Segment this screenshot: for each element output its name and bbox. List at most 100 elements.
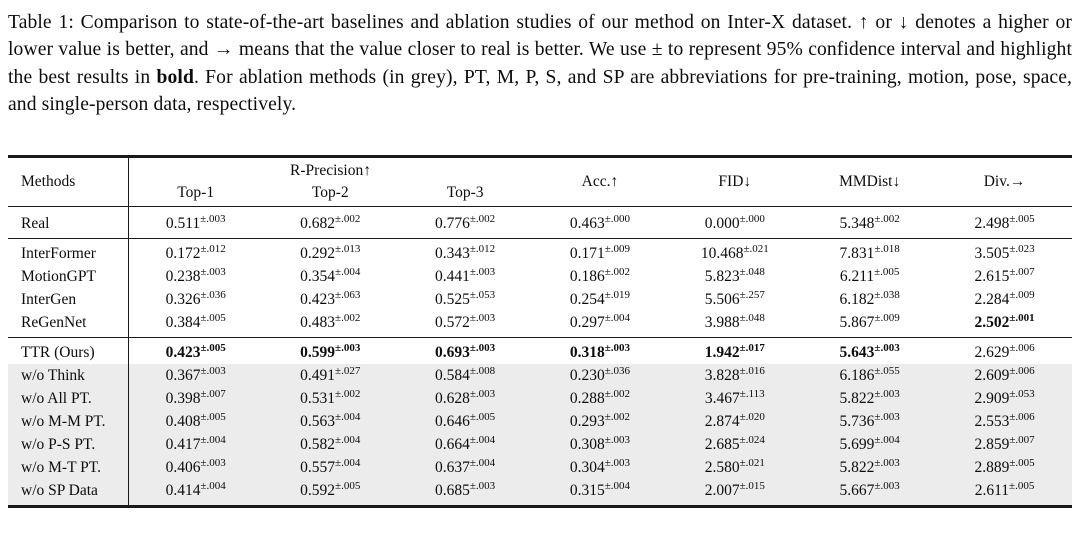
metric-cell: 0.491±.027 <box>300 365 361 385</box>
results-table: Methods R-Precision↑ Acc.↑ FID↓ MMDist↓ … <box>8 155 1072 509</box>
metric-cell: 0.423±.063 <box>300 289 361 309</box>
confidence-interval: ±.002 <box>335 312 361 325</box>
caption-text-before-bold: Table 1: Comparison to state-of-the-art … <box>8 12 1072 88</box>
table-row-regennet: ReGenNet 0.384±.005 0.483±.002 0.572±.003 0.… <box>8 311 1072 338</box>
method-name: Real <box>21 215 50 233</box>
metric-cell: 0.463±.000 <box>569 213 631 233</box>
method-name: TTR (Ours) <box>8 337 128 365</box>
confidence-interval: ±.002 <box>335 213 361 226</box>
metric-cell: 0.343±.012 <box>397 238 533 266</box>
confidence-interval: ±.036 <box>604 365 631 378</box>
confidence-interval: ±.004 <box>604 312 631 325</box>
confidence-interval: ±.002 <box>604 411 631 424</box>
metric-cell: 3.828±.016 <box>704 365 765 385</box>
confidence-interval: ±.003 <box>335 342 361 355</box>
metric-cell: 0.441±.003 <box>435 266 496 286</box>
confidence-interval: ±.005 <box>200 411 226 424</box>
confidence-interval: ±.004 <box>200 480 226 493</box>
metric-cell: 0.423±.005 <box>127 337 263 365</box>
metric-cell: 6.182±.038 <box>839 289 900 309</box>
confidence-interval: ±.003 <box>604 457 631 470</box>
metric-cell: 0.304±.003 <box>569 457 631 477</box>
confidence-interval: ±.005 <box>1009 213 1035 226</box>
confidence-interval: ±.023 <box>1009 243 1035 256</box>
metric-cell: 5.823±.048 <box>704 266 765 286</box>
confidence-interval: ±.021 <box>739 457 765 470</box>
method-name: w/o M-M PT. <box>21 413 106 431</box>
paper-page: Table 1: Comparison to state-of-the-art … <box>8 9 1072 509</box>
confidence-interval: ±.003 <box>200 365 226 378</box>
metric-cell: 2.909±.053 <box>974 388 1035 408</box>
col-header-top2: Top-2 <box>262 182 398 208</box>
confidence-interval: ±.003 <box>874 411 900 424</box>
confidence-interval: ±.003 <box>604 342 631 355</box>
confidence-interval: ±.021 <box>743 243 769 256</box>
metric-cell: 0.592±.005 <box>300 480 361 500</box>
confidence-interval: ±.003 <box>469 312 496 325</box>
confidence-interval: ±.063 <box>335 289 361 302</box>
metric-cell: 2.284±.009 <box>974 289 1035 309</box>
metric-cell: 0.315±.004 <box>569 480 631 500</box>
confidence-interval: ±.024 <box>739 434 765 447</box>
metric-cell: 2.502±.001 <box>974 312 1035 332</box>
confidence-interval: ±.007 <box>200 388 226 401</box>
confidence-interval: ±.006 <box>1009 342 1035 355</box>
confidence-interval: ±.017 <box>739 342 765 355</box>
confidence-interval: ±.113 <box>739 388 765 401</box>
table-row-w-o-m-t-pt: w/o M-T PT. 0.406±.003 0.557±.004 0.637±.00… <box>8 456 1072 480</box>
metric-cell: 0.367±.003 <box>127 364 263 388</box>
method-name: InterGen <box>21 291 77 309</box>
metric-cell: 0.238±.003 <box>127 265 263 289</box>
method-name: w/o SP Data <box>21 482 98 500</box>
metric-cell: 5.506±.257 <box>704 289 765 309</box>
confidence-interval: ±.048 <box>739 266 765 279</box>
table-row-real: Real 0.511±.003 0.682±.002 0.776±.002 0.463±… <box>8 206 1072 239</box>
table-caption: Table 1: Comparison to state-of-the-art … <box>8 9 1072 118</box>
metric-cell: 0.664±.004 <box>435 434 496 454</box>
confidence-interval: ±.257 <box>739 289 765 302</box>
metric-cell: 0.584±.008 <box>435 365 496 385</box>
metric-cell: 0.682±.002 <box>300 213 361 233</box>
method-name: MotionGPT <box>21 268 96 286</box>
metric-cell: 0.531±.002 <box>300 388 361 408</box>
method-name: InterFormer <box>8 238 128 266</box>
confidence-interval: ±.003 <box>469 342 496 355</box>
metric-cell: 0.525±.053 <box>435 289 496 309</box>
confidence-interval: ±.009 <box>1009 289 1035 302</box>
table-row-motiongpt: MotionGPT 0.238±.003 0.354±.004 0.441±.003 0… <box>8 265 1072 289</box>
confidence-interval: ±.002 <box>335 388 361 401</box>
col-header-top1: Top-1 <box>127 182 263 208</box>
col-header-mmdist: MMDist↓ <box>802 156 938 208</box>
metric-cell: 0.483±.002 <box>300 312 361 332</box>
metric-cell: 0.172±.012 <box>127 238 263 266</box>
metric-cell: 2.007±.015 <box>704 480 765 500</box>
metric-cell: 0.693±.003 <box>397 337 533 365</box>
metric-cell: 0.572±.003 <box>435 312 496 332</box>
table-header: Methods R-Precision↑ Acc.↑ FID↓ MMDist↓ … <box>8 156 1072 208</box>
confidence-interval: ±.001 <box>1009 312 1035 325</box>
confidence-interval: ±.003 <box>874 457 900 470</box>
confidence-interval: ±.005 <box>874 266 900 279</box>
table-row-w-o-p-s-pt: w/o P-S PT. 0.417±.004 0.582±.004 0.664±.00… <box>8 433 1072 457</box>
confidence-interval: ±.007 <box>1009 266 1035 279</box>
method-name: w/o P-S PT. <box>21 436 96 454</box>
metric-cell: 5.822±.003 <box>839 388 900 408</box>
confidence-interval: ±.018 <box>874 243 900 256</box>
confidence-interval: ±.053 <box>1009 388 1035 401</box>
metric-cell: 0.292±.013 <box>262 238 398 266</box>
confidence-interval: ±.006 <box>1009 411 1035 424</box>
confidence-interval: ±.000 <box>739 213 765 226</box>
confidence-interval: ±.009 <box>604 243 631 256</box>
metric-cell: 2.611±.005 <box>974 480 1035 500</box>
metric-cell: 0.186±.002 <box>569 266 631 286</box>
metric-cell: 0.318±.003 <box>532 337 668 365</box>
metric-cell: 5.699±.004 <box>839 434 900 454</box>
metric-cell: 3.988±.048 <box>704 312 765 332</box>
confidence-interval: ±.020 <box>739 411 765 424</box>
metric-cell: 2.629±.006 <box>937 337 1072 365</box>
confidence-interval: ±.038 <box>874 289 900 302</box>
metric-cell: 2.615±.007 <box>974 266 1035 286</box>
confidence-interval: ±.048 <box>739 312 765 325</box>
metric-cell: 10.468±.021 <box>667 238 803 266</box>
metric-cell: 5.822±.003 <box>839 457 900 477</box>
